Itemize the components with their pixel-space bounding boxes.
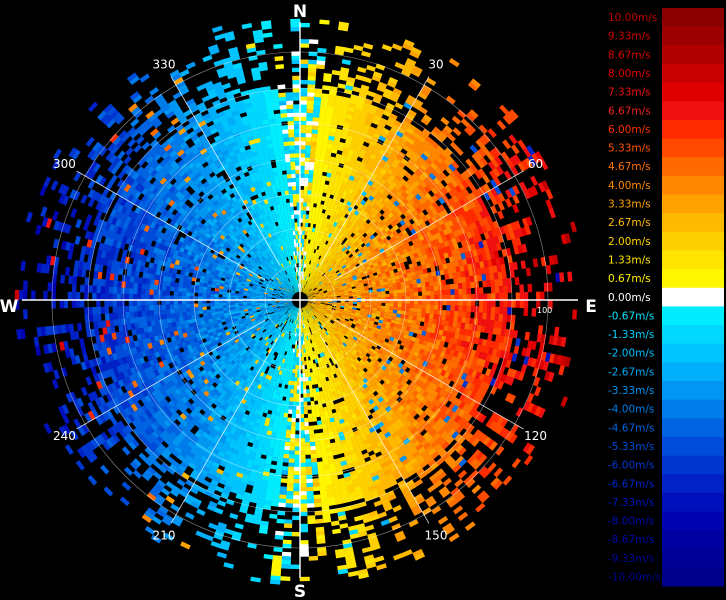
legend-label: -2.00m/s [608, 348, 654, 360]
legend-swatch [662, 119, 724, 139]
azimuth-label-240: 240 [53, 429, 76, 443]
azimuth-spoke [319, 76, 430, 266]
radar-velocity-display[interactable]: N S E W 30 60 120 150 210 240 300 330 100 [0, 0, 600, 600]
legend-label: 10.00m/s [608, 12, 657, 24]
azimuth-label-210: 210 [153, 529, 176, 543]
legend-swatch [662, 194, 724, 214]
legend-swatch [662, 231, 724, 251]
legend-swatch [662, 492, 724, 512]
azimuth-spoke [334, 170, 524, 281]
legend-swatch [662, 362, 724, 382]
legend-label: -8.67m/s [608, 534, 654, 546]
azimuth-spoke [170, 76, 281, 266]
azimuth-label-30: 30 [428, 57, 443, 71]
legend-label: 4.67m/s [608, 161, 651, 173]
legend-label: 9.33m/s [608, 31, 651, 43]
legend-swatch [662, 381, 724, 401]
legend-swatch [662, 287, 724, 307]
legend-swatch [662, 101, 724, 121]
legend-label: 2.00m/s [608, 236, 651, 248]
azimuth-spoke [334, 319, 524, 430]
legend-label: -1.33m/s [608, 329, 654, 341]
azimuth-spoke [76, 170, 266, 281]
legend-label: 2.67m/s [608, 217, 651, 229]
legend-label: -4.00m/s [608, 404, 654, 416]
compass-north: N [293, 2, 307, 22]
velocity-field [14, 18, 577, 585]
range-grid [22, 22, 578, 578]
range-label: 100 [537, 306, 552, 315]
legend-swatch [662, 45, 724, 65]
legend-label: -0.67m/s [608, 310, 654, 322]
legend-swatch [662, 436, 724, 456]
legend-label: -7.33m/s [608, 497, 654, 509]
legend-swatch [662, 399, 724, 419]
legend-label: -2.67m/s [608, 366, 654, 378]
legend-swatch [662, 418, 724, 438]
legend-swatch [662, 8, 724, 28]
legend-swatch [662, 325, 724, 345]
legend-swatch [662, 548, 724, 568]
legend-label: -10.00m/s [608, 572, 661, 584]
compass-south: S [294, 582, 306, 600]
legend-swatch [662, 306, 724, 326]
azimuth-label-300: 300 [53, 157, 76, 171]
azimuth-labels: 30 60 120 150 210 240 300 330 [53, 57, 547, 542]
legend-label: 8.00m/s [608, 68, 651, 80]
azimuth-label-120: 120 [524, 429, 547, 443]
legend-label: -5.33m/s [608, 441, 654, 453]
legend-swatch [662, 213, 724, 233]
legend-label: 0.67m/s [608, 273, 651, 285]
legend-label: 6.00m/s [608, 124, 651, 136]
legend-label: 4.00m/s [608, 180, 651, 192]
legend-label: 1.33m/s [608, 254, 651, 266]
legend-swatch [662, 82, 724, 102]
legend-swatch [662, 250, 724, 270]
legend-label: 8.67m/s [608, 49, 651, 61]
azimuth-spoke [76, 319, 266, 430]
legend-swatch [662, 530, 724, 550]
legend-swatch [662, 474, 724, 494]
legend-label: 0.00m/s [608, 292, 651, 304]
legend-label: 5.33m/s [608, 143, 651, 155]
legend-label: 3.33m/s [608, 199, 651, 211]
legend-swatch [662, 175, 724, 195]
legend-swatch [662, 343, 724, 363]
legend-swatch [662, 567, 724, 587]
compass-east: E [585, 297, 597, 317]
legend-label: 7.33m/s [608, 87, 651, 99]
azimuth-spoke [170, 334, 281, 524]
legend-label: -4.67m/s [608, 422, 654, 434]
legend-label: -8.00m/s [608, 516, 654, 528]
legend-swatch [662, 269, 724, 289]
legend-label: -6.67m/s [608, 478, 654, 490]
compass-west: W [0, 297, 19, 317]
azimuth-spoke [319, 334, 430, 524]
legend-swatch [662, 63, 724, 83]
legend-label: -6.00m/s [608, 460, 654, 472]
azimuth-label-60: 60 [528, 157, 543, 171]
legend-label: 6.67m/s [608, 105, 651, 117]
legend-label: -3.33m/s [608, 385, 654, 397]
legend-swatch [662, 157, 724, 177]
azimuth-label-330: 330 [153, 57, 176, 71]
legend-swatch [662, 455, 724, 475]
legend-swatch [662, 511, 724, 531]
legend-label: -9.33m/s [608, 553, 654, 565]
velocity-color-legend: 10.00m/s 9.33m/s 8.67m/s 8.00m/s 7.33m/s 6.67… [608, 8, 724, 587]
legend-swatch [662, 26, 724, 46]
azimuth-label-150: 150 [425, 529, 448, 543]
legend-swatch [662, 138, 724, 158]
